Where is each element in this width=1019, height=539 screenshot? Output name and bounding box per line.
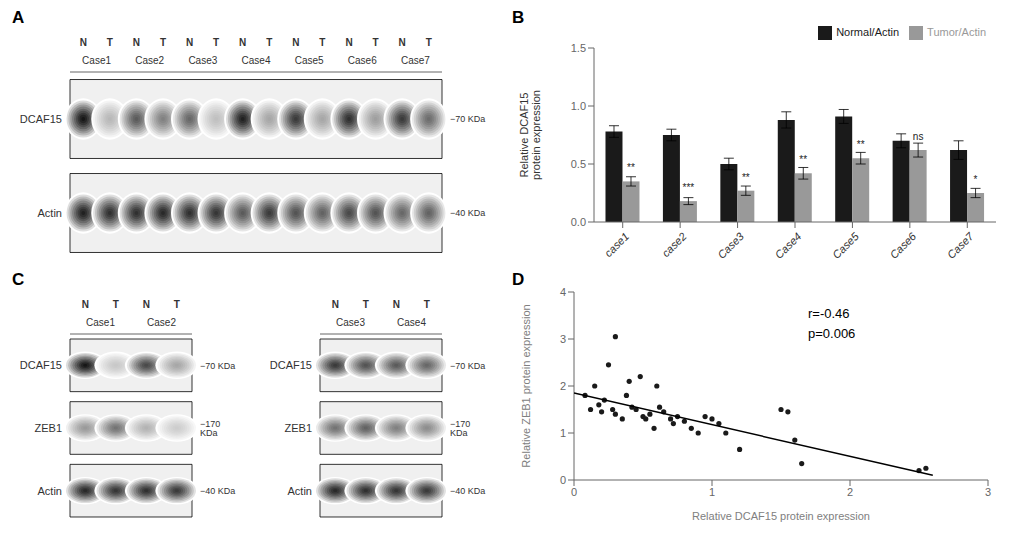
svg-text:1: 1 xyxy=(709,486,715,498)
svg-text:T: T xyxy=(174,299,180,310)
html-text:D: D xyxy=(512,270,525,289)
svg-text:−170KDa: −170KDa xyxy=(450,419,470,438)
svg-text:Case4: Case4 xyxy=(773,230,804,261)
svg-text:4: 4 xyxy=(560,286,566,298)
svg-text:**: ** xyxy=(799,154,807,165)
svg-text:T: T xyxy=(113,299,119,310)
svg-text:Case6: Case6 xyxy=(348,55,377,66)
svg-text:*: * xyxy=(974,174,978,185)
svg-text:N: N xyxy=(82,299,89,310)
svg-text:DCAF15: DCAF15 xyxy=(20,113,62,125)
svg-text:case1: case1 xyxy=(602,230,631,259)
svg-text:ZEB1: ZEB1 xyxy=(34,422,62,434)
svg-text:N: N xyxy=(143,299,150,310)
svg-text:−70 KDa: −70 KDa xyxy=(450,114,485,124)
svg-text:N: N xyxy=(292,37,299,48)
svg-text:Case4: Case4 xyxy=(397,317,426,328)
svg-text:0: 0 xyxy=(571,486,577,498)
svg-text:case2: case2 xyxy=(659,230,688,259)
html-text:Tumor/Actin: Tumor/Actin xyxy=(927,26,986,38)
svg-text:Case1: Case1 xyxy=(82,55,111,66)
svg-text:Case6: Case6 xyxy=(887,229,919,261)
svg-text:DCAF15: DCAF15 xyxy=(270,359,312,371)
svg-text:Case2: Case2 xyxy=(147,317,176,328)
svg-text:Actin: Actin xyxy=(38,485,62,497)
svg-text:−70 KDa: −70 KDa xyxy=(200,361,235,371)
svg-text:***: *** xyxy=(683,182,695,193)
svg-text:ZEB1: ZEB1 xyxy=(284,422,312,434)
svg-text:ns: ns xyxy=(913,131,924,142)
svg-text:T: T xyxy=(424,299,430,310)
svg-text:Case2: Case2 xyxy=(135,55,164,66)
svg-text:1.5: 1.5 xyxy=(571,42,586,54)
svg-text:N: N xyxy=(345,37,352,48)
svg-text:1.0: 1.0 xyxy=(571,100,586,112)
svg-text:T: T xyxy=(213,37,219,48)
html-text:Normal/Actin: Normal/Actin xyxy=(836,26,900,38)
svg-text:N: N xyxy=(186,37,193,48)
html-text:p=0.006: p=0.006 xyxy=(808,326,856,341)
svg-text:Case1: Case1 xyxy=(86,317,115,328)
svg-text:Relative ZEB1 protein expressi: Relative ZEB1 protein expression xyxy=(520,304,532,467)
svg-text:−70 KDa: −70 KDa xyxy=(450,361,485,371)
svg-text:0: 0 xyxy=(560,474,566,486)
svg-text:Relative DCAF15protein express: Relative DCAF15protein expression xyxy=(518,90,542,180)
svg-text:Case4: Case4 xyxy=(242,55,271,66)
svg-text:N: N xyxy=(80,37,87,48)
svg-text:−40 KDa: −40 KDa xyxy=(450,208,485,218)
svg-text:Case3: Case3 xyxy=(715,229,747,261)
svg-text:3: 3 xyxy=(985,486,991,498)
svg-text:2: 2 xyxy=(847,486,853,498)
html-text:B: B xyxy=(512,8,525,27)
svg-text:Actin: Actin xyxy=(288,485,312,497)
svg-text:**: ** xyxy=(742,172,750,183)
svg-text:DCAF15: DCAF15 xyxy=(20,359,62,371)
svg-text:T: T xyxy=(107,37,113,48)
html-text:C: C xyxy=(12,270,25,289)
svg-text:N: N xyxy=(332,299,339,310)
svg-text:N: N xyxy=(133,37,140,48)
svg-text:Case3: Case3 xyxy=(336,317,365,328)
svg-text:−170KDa: −170KDa xyxy=(200,419,220,438)
svg-text:T: T xyxy=(160,37,166,48)
svg-text:0.0: 0.0 xyxy=(571,216,586,228)
svg-text:−40 KDa: −40 KDa xyxy=(200,486,235,496)
svg-text:T: T xyxy=(266,37,272,48)
svg-text:Case5: Case5 xyxy=(295,55,324,66)
svg-text:1: 1 xyxy=(560,427,566,439)
svg-text:T: T xyxy=(319,37,325,48)
svg-text:N: N xyxy=(399,37,406,48)
svg-text:Relative DCAF15 protein expres: Relative DCAF15 protein expression xyxy=(692,510,870,522)
svg-text:**: ** xyxy=(857,139,865,150)
svg-text:T: T xyxy=(363,299,369,310)
svg-text:T: T xyxy=(426,37,432,48)
svg-text:−40 KDa: −40 KDa xyxy=(450,486,485,496)
svg-text:Case7: Case7 xyxy=(945,229,977,261)
svg-text:N: N xyxy=(393,299,400,310)
svg-text:T: T xyxy=(373,37,379,48)
svg-text:2: 2 xyxy=(560,380,566,392)
html-text:A: A xyxy=(12,8,25,27)
svg-text:Case7: Case7 xyxy=(401,55,430,66)
svg-text:0.5: 0.5 xyxy=(571,158,586,170)
svg-text:Actin: Actin xyxy=(38,207,62,219)
svg-text:Case5: Case5 xyxy=(830,229,862,261)
html-text:r=-0.46: r=-0.46 xyxy=(808,306,850,321)
svg-text:3: 3 xyxy=(560,333,566,345)
svg-text:N: N xyxy=(239,37,246,48)
svg-text:Case3: Case3 xyxy=(188,55,217,66)
svg-text:**: ** xyxy=(627,162,635,173)
